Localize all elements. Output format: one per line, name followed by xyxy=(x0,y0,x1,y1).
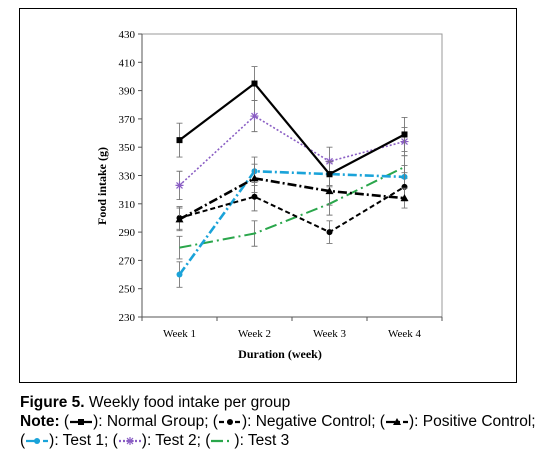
series-normal-group xyxy=(176,66,408,188)
legend-swatch xyxy=(118,436,141,445)
series-line xyxy=(178,82,406,176)
data-point xyxy=(125,436,134,445)
data-point xyxy=(175,181,184,190)
figure-label: Figure 5. xyxy=(20,394,85,411)
series-test-3 xyxy=(176,155,408,260)
data-point xyxy=(326,171,333,178)
legend-label: ): Test 1; xyxy=(49,432,109,449)
legend-label: ): Test 3 xyxy=(234,432,290,449)
series-line xyxy=(178,176,405,221)
legend-swatch xyxy=(218,418,241,425)
caption-line-1: Figure 5. Weekly food intake per group xyxy=(20,393,540,412)
series-line xyxy=(179,166,405,249)
y-tick-label: 250 xyxy=(119,284,136,296)
legend-entry: ( ): Test 1; xyxy=(20,432,108,449)
data-point xyxy=(401,131,408,138)
legend-entry: ( ): Test 3 xyxy=(201,432,289,449)
note-label: Note: xyxy=(20,413,60,430)
legend-open: ( xyxy=(59,413,70,430)
series-line xyxy=(178,115,405,186)
y-tick-label: 350 xyxy=(119,142,136,154)
legend-swatch xyxy=(211,439,234,443)
data-point xyxy=(34,437,41,444)
data-point xyxy=(325,187,334,195)
x-axis-title: Duration (week) xyxy=(238,347,322,361)
series-positive-control xyxy=(175,163,409,232)
x-tick-label: Week 2 xyxy=(238,328,271,340)
data-point xyxy=(251,193,258,200)
legend-open: ( xyxy=(375,413,385,430)
legend-swatch xyxy=(385,417,408,425)
y-tick-label: 290 xyxy=(119,227,136,239)
series-line xyxy=(178,169,405,276)
legend-note: Note: (): Normal Group; (): Negative Con… xyxy=(20,412,540,450)
legend-label: ): Negative Control; xyxy=(241,413,376,430)
legend-open: ( xyxy=(208,413,218,430)
data-point xyxy=(176,137,183,144)
plot-area xyxy=(141,33,443,318)
x-tick-label: Week 3 xyxy=(313,328,347,340)
legend-entry: ( ): Normal Group; xyxy=(60,413,209,430)
data-point xyxy=(226,418,233,425)
y-tick-label: 330 xyxy=(119,171,136,183)
figure-caption: Figure 5. Weekly food intake per group N… xyxy=(20,393,540,450)
y-tick-label: 390 xyxy=(119,86,136,98)
legend-label: ): Test 2; xyxy=(141,432,201,449)
data-point xyxy=(175,215,184,223)
chart-frame: 230 250 270 290 310 330 350 370 390 410 430 Week 1 W… xyxy=(19,8,517,383)
data-point xyxy=(400,194,409,202)
y-tick-label: 410 xyxy=(119,57,136,69)
legend-label: ): Normal Group; xyxy=(93,413,209,430)
y-tick-label: 370 xyxy=(119,114,136,126)
y-tick-label: 310 xyxy=(119,199,136,211)
x-tick-label: Week 4 xyxy=(388,328,422,340)
series-line xyxy=(179,185,406,234)
line-chart: 230 250 270 290 310 330 350 370 390 410 430 Week 1 W… xyxy=(95,29,443,361)
data-point xyxy=(176,271,183,278)
legend-entry: ( ): Test 2; xyxy=(108,432,201,449)
legend-entry: ( ): Negative Control; xyxy=(209,413,376,430)
data-point xyxy=(250,112,259,121)
y-axis-title: Food intake (g) xyxy=(95,147,109,225)
legend-open: ( xyxy=(108,432,118,449)
y-tick-label: 270 xyxy=(119,255,136,267)
figure-title: Weekly food intake per group xyxy=(84,394,291,411)
data-point xyxy=(250,174,259,182)
legend-label: ): Positive Control; xyxy=(408,413,536,430)
legend-entry: ( ): Positive Control; xyxy=(376,413,536,430)
series-test-1 xyxy=(176,156,408,288)
legend-swatch xyxy=(26,437,49,444)
x-tick-label: Week 1 xyxy=(163,328,196,340)
data-point xyxy=(392,417,401,425)
legend-open: ( xyxy=(200,432,211,449)
legend-open: ( xyxy=(20,432,26,449)
legend-swatch xyxy=(70,418,93,425)
y-tick-label: 230 xyxy=(119,312,136,324)
data-point xyxy=(251,80,258,87)
y-tick-label: 430 xyxy=(119,29,136,41)
data-point xyxy=(78,418,85,425)
data-point xyxy=(326,229,333,236)
